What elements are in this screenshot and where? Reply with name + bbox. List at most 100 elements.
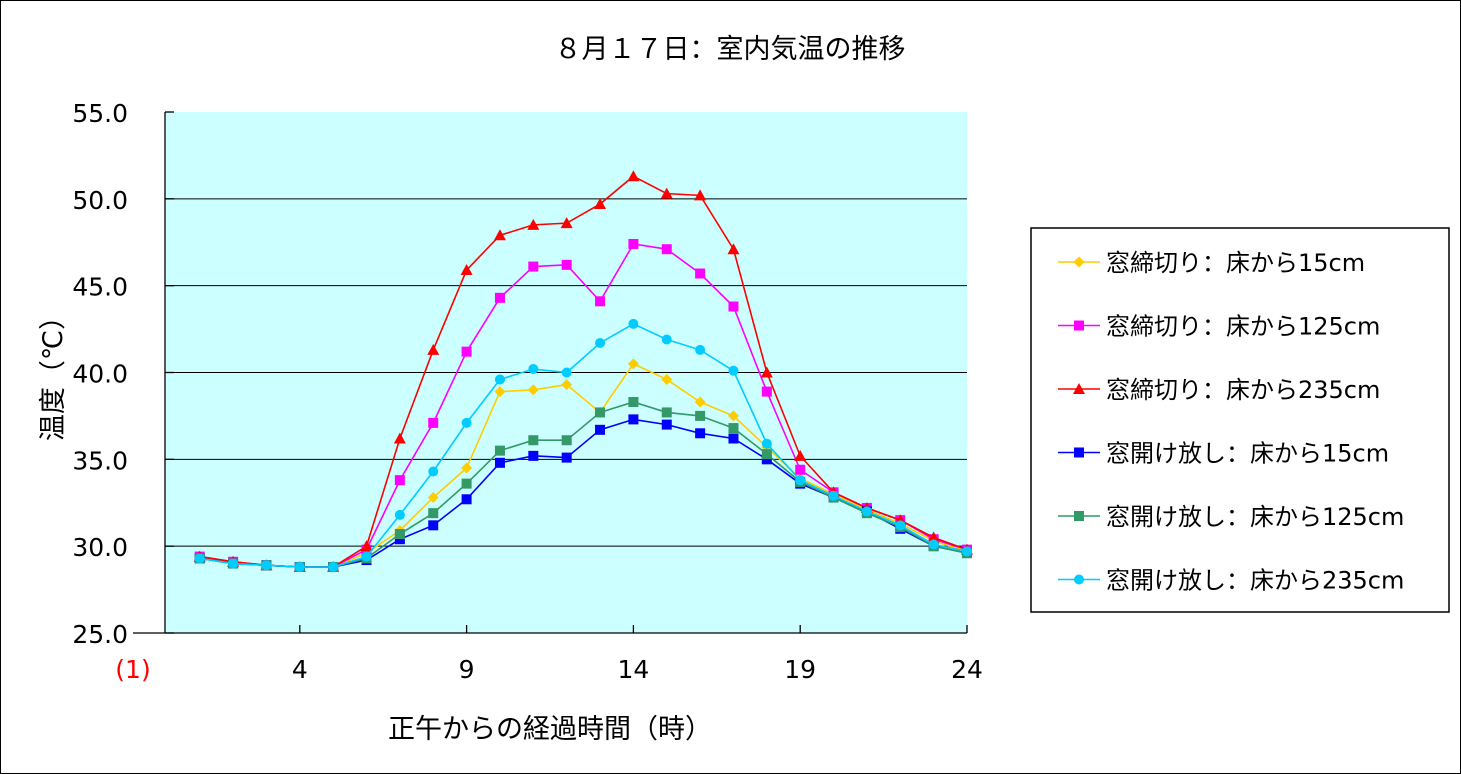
data-point (428, 520, 439, 531)
data-point (694, 396, 706, 408)
data-point (528, 435, 539, 446)
data-point (360, 540, 373, 552)
data-point (595, 424, 606, 435)
data-point (461, 494, 472, 505)
y-tick-label: 55.0 (72, 99, 128, 128)
data-point (661, 419, 672, 430)
legend-marker (1074, 320, 1084, 331)
data-point (560, 217, 573, 229)
data-point (728, 433, 739, 444)
data-point (661, 373, 673, 385)
y-tick-label: 40.0 (72, 360, 128, 389)
y-tick-label: 35.0 (72, 446, 128, 475)
data-point (528, 261, 539, 272)
legend-item: 窓締切り：床から125cm (1058, 313, 1380, 341)
legend-item: 窓締切り：床から15cm (1058, 249, 1365, 277)
legend-item: 窓開け放し：床から235cm (1058, 567, 1404, 595)
data-point (594, 198, 607, 210)
x-tick-label: 24 (951, 655, 983, 684)
legend-label: 窓締切り：床から15cm (1106, 249, 1365, 277)
data-point (828, 490, 839, 501)
data-point (428, 508, 439, 519)
legend: 窓締切り：床から15cm 窓締切り：床から125cm 窓締切り：床から235cm 窓開… (1030, 227, 1450, 613)
data-point (661, 244, 672, 255)
data-point (727, 243, 740, 255)
y-tick-label: 45.0 (72, 273, 128, 302)
data-point (394, 529, 405, 540)
legend-label: 窓開け放し：床から125cm (1106, 503, 1404, 531)
data-point (761, 438, 772, 449)
data-point (428, 417, 439, 428)
data-point (660, 187, 673, 199)
x-tick-label: 14 (617, 655, 649, 684)
data-point (595, 296, 606, 307)
data-point (561, 367, 572, 378)
x-tick-labels: (1) 4 9 14 19 24 (115, 655, 983, 684)
data-point (328, 562, 339, 573)
y-tick-labels: 25.0 30.0 35.0 40.0 45.0 50.0 55.0 (72, 99, 128, 649)
legend-box (1030, 227, 1450, 613)
legend-item: 窓締切り：床から235cm (1058, 376, 1380, 404)
y-tick-label: 25.0 (72, 620, 128, 649)
data-point (494, 374, 505, 385)
data-point (494, 292, 505, 303)
data-point (427, 492, 439, 504)
series-group (193, 170, 973, 573)
data-point (461, 478, 472, 489)
data-point (427, 343, 440, 355)
data-point (861, 506, 872, 517)
data-point (428, 466, 439, 477)
chart-title: ８月１７日：室内気温の推移 (555, 34, 906, 65)
y-tick-label: 50.0 (72, 186, 128, 215)
data-point (895, 520, 906, 531)
legend-item: 窓開け放し：床から125cm (1058, 503, 1404, 531)
legend-marker (1074, 511, 1084, 521)
data-point (795, 475, 806, 486)
data-point (493, 229, 506, 241)
data-point (627, 170, 640, 182)
data-point (761, 449, 772, 460)
data-point (661, 407, 672, 418)
data-point (394, 509, 405, 520)
data-point (661, 334, 672, 345)
data-point (361, 551, 372, 562)
axes (133, 111, 968, 634)
legend-label: 窓開け放し：床から235cm (1106, 567, 1404, 595)
series-line (199, 322, 968, 568)
data-point (528, 364, 539, 375)
data-point (628, 318, 639, 329)
data-point (494, 457, 505, 468)
data-point (194, 553, 205, 564)
data-point (461, 417, 472, 428)
legend-marker (1074, 574, 1084, 585)
data-point (761, 454, 772, 465)
data-point (694, 189, 707, 201)
data-point (728, 301, 739, 312)
data-point (393, 432, 406, 444)
data-point (394, 534, 405, 545)
y-axis-label: 温度（℃） (38, 303, 69, 441)
data-point (761, 386, 772, 397)
data-point (527, 218, 540, 230)
data-point (695, 428, 706, 439)
data-point (261, 560, 272, 571)
data-point (928, 539, 939, 550)
data-point (527, 384, 539, 396)
data-point (794, 449, 807, 461)
x-tick-label: 19 (784, 655, 816, 684)
y-tick-label: 30.0 (72, 533, 128, 562)
data-point (394, 475, 405, 486)
data-point (695, 268, 706, 279)
x-tick-label: 4 (292, 655, 308, 684)
x-tick-label: 9 (459, 655, 475, 684)
data-point (461, 462, 473, 474)
data-point (228, 558, 239, 569)
legend-label: 窓締切り：床から125cm (1106, 313, 1380, 341)
data-point (728, 365, 739, 376)
legend-label: 窓締切り：床から235cm (1106, 376, 1380, 404)
data-point (962, 546, 972, 557)
x-tick-label: (1) (115, 655, 150, 684)
legend-item: 窓開け放し：床から15cm (1058, 440, 1389, 468)
legend-label: 窓開け放し：床から15cm (1106, 440, 1389, 468)
